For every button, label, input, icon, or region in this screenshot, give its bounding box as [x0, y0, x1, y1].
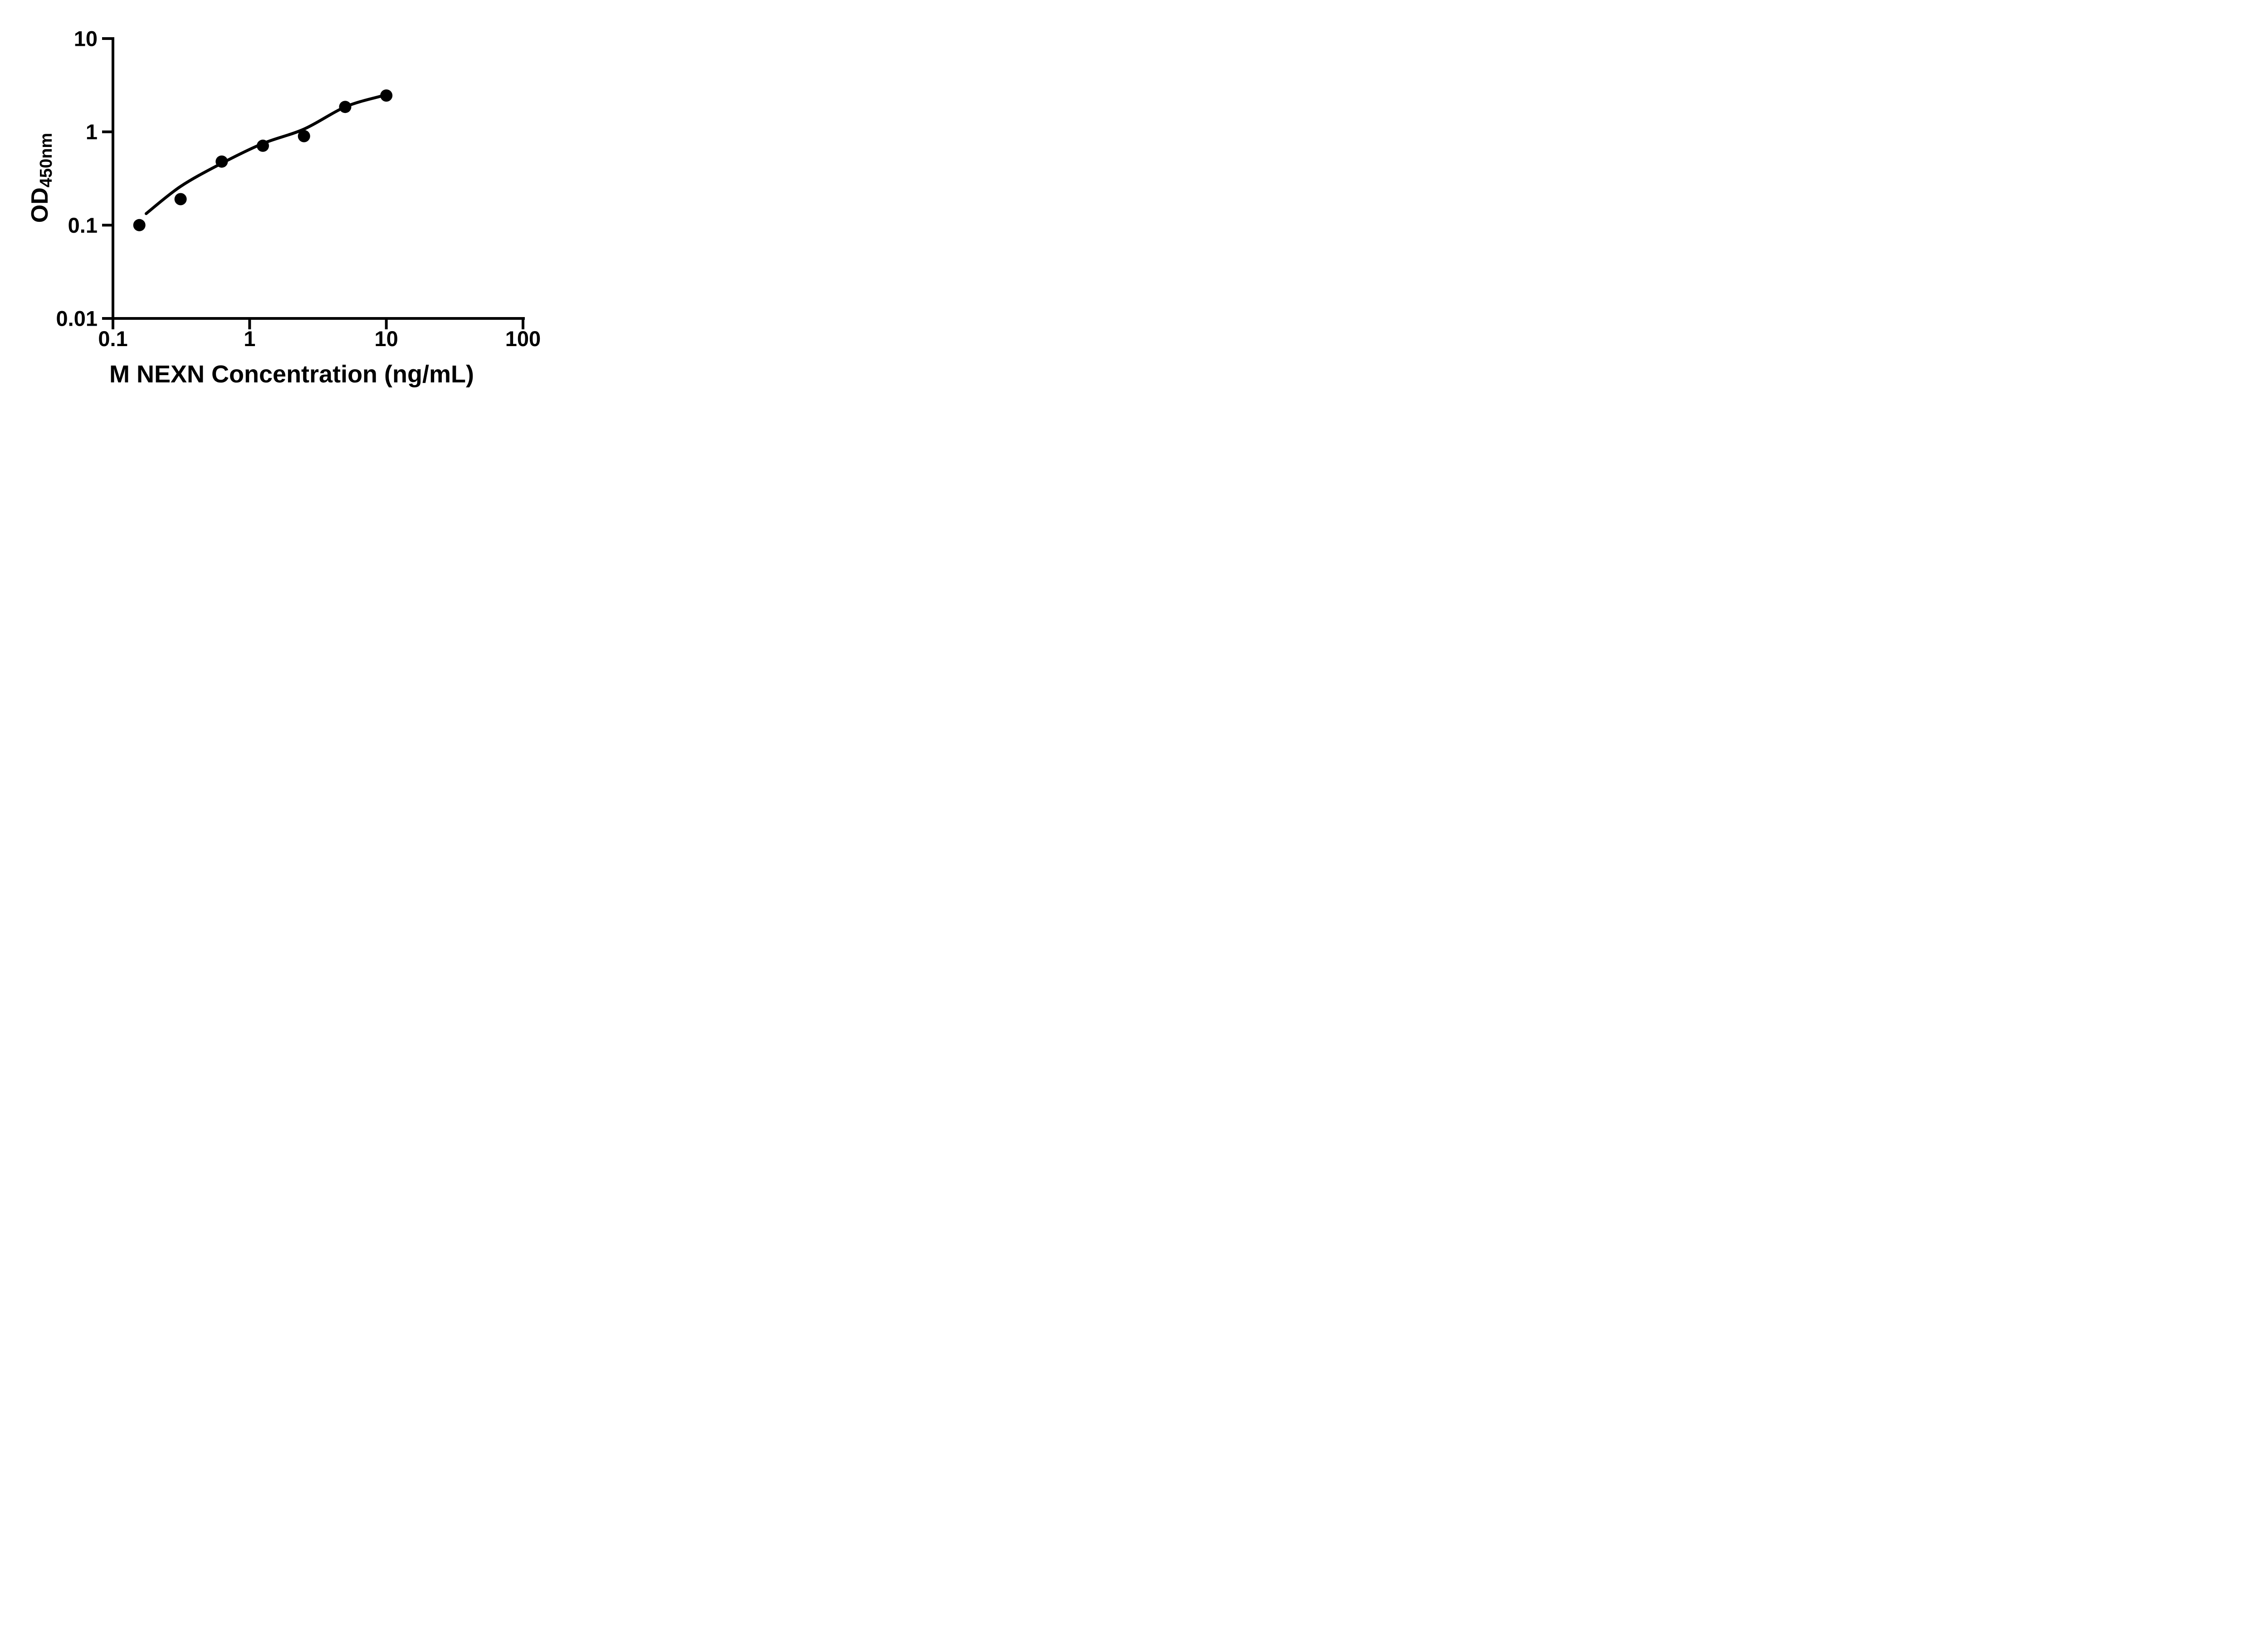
data-point — [133, 219, 146, 231]
y-axis-title: OD450nm — [26, 132, 56, 223]
y-tick-label: 10 — [74, 27, 98, 51]
y-tick-label: 0.1 — [68, 213, 98, 237]
y-axis-title-main: OD — [27, 187, 53, 223]
data-point — [174, 193, 187, 205]
y-axis-title-subscript: 450nm — [37, 132, 56, 188]
data-point — [339, 101, 352, 113]
y-tick-label: 0.01 — [56, 307, 98, 331]
data-point — [215, 155, 228, 168]
y-tick-label: 1 — [86, 120, 98, 144]
data-point — [257, 139, 269, 152]
x-tick-label: 0.1 — [98, 327, 127, 351]
data-point — [298, 130, 310, 142]
x-tick-label: 1 — [244, 327, 255, 351]
x-axis-title: M NEXN Concentration (ng/mL) — [109, 361, 474, 388]
x-tick-label: 10 — [375, 327, 398, 351]
elisa-standard-curve-figure: 0.01 0.1 1 10 0.1 1 10 100 M NEXN Concentration… — [0, 0, 583, 408]
x-tick-label: 100 — [505, 327, 541, 351]
data-point — [380, 89, 393, 102]
